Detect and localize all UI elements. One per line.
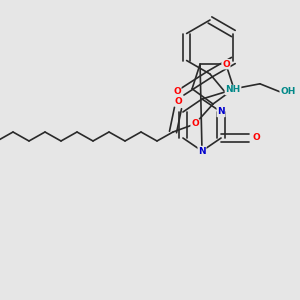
Text: OH: OH [280, 87, 295, 96]
Text: NH: NH [225, 85, 241, 94]
Text: O: O [222, 60, 230, 69]
Text: O: O [252, 134, 260, 142]
Text: O: O [174, 97, 182, 106]
Text: N: N [217, 107, 225, 116]
Text: O: O [191, 119, 199, 128]
Text: O: O [173, 88, 181, 97]
Text: N: N [198, 146, 206, 155]
